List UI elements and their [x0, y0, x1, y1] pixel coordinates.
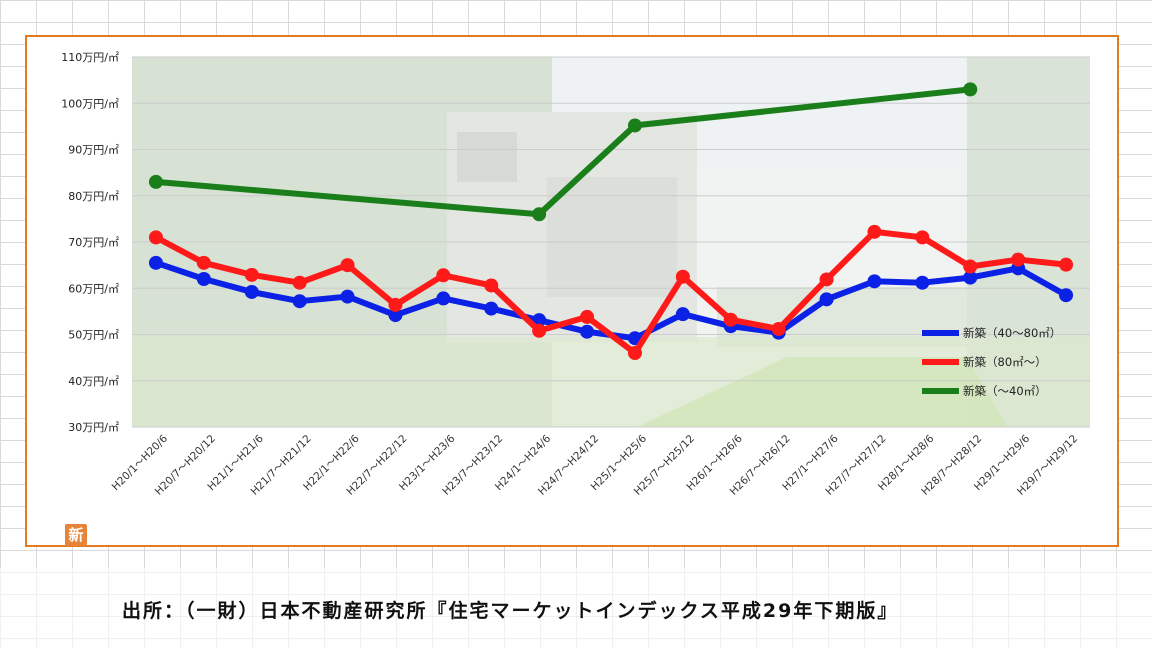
data-point [340, 258, 355, 273]
y-tick-label: 70万円/㎡ [68, 236, 119, 249]
data-point [1059, 257, 1074, 272]
y-tick-label: 50万円/㎡ [68, 329, 119, 342]
series-line [152, 228, 1070, 356]
data-point [771, 321, 786, 336]
data-point [627, 118, 642, 133]
y-tick-label: 90万円/㎡ [68, 144, 119, 157]
data-point [292, 294, 307, 309]
y-tick-label: 80万円/㎡ [68, 190, 119, 203]
data-point [532, 207, 547, 222]
data-point [963, 82, 978, 97]
y-tick-label: 100万円/㎡ [61, 97, 119, 110]
data-point [388, 308, 403, 323]
data-point [244, 284, 259, 299]
data-point [580, 309, 595, 324]
data-point [244, 267, 259, 282]
data-point [196, 272, 211, 286]
data-point [1011, 252, 1026, 267]
data-point [340, 289, 355, 304]
data-point [867, 274, 882, 289]
data-point [292, 275, 307, 290]
series-line [152, 86, 974, 218]
source-caption: 出所：（一財）日本不動産研究所『住宅マーケットインデックス平成29年下期版』 [122, 600, 899, 622]
data-point [819, 292, 834, 307]
chart-frame: 30万円/㎡ 40万円/㎡ 50万円/㎡ 60万円/㎡ 70万円/㎡ 80万円/㎡ 90万円… [25, 35, 1119, 547]
data-point [915, 230, 930, 245]
legend-label: 新築（80㎡～） [963, 355, 1047, 369]
data-point [915, 275, 930, 290]
data-point [867, 224, 882, 239]
legend-label: 新築（40～80㎡） [963, 326, 1061, 340]
y-tick-label: 110万円/㎡ [61, 51, 119, 64]
data-point [819, 272, 834, 287]
source-strip [0, 568, 1152, 648]
data-point [436, 291, 451, 306]
data-point [196, 255, 211, 270]
data-point [1059, 288, 1074, 303]
data-point [723, 312, 738, 327]
data-point [627, 331, 642, 346]
data-point [148, 174, 163, 189]
data-point [532, 323, 547, 338]
legend-label: 新築（～40㎡） [963, 384, 1047, 398]
data-point [484, 278, 499, 293]
data-point [580, 324, 595, 339]
y-tick-label: 30万円/㎡ [68, 421, 119, 434]
data-point [675, 269, 690, 284]
data-point [436, 268, 451, 283]
y-tick-label: 60万円/㎡ [68, 282, 119, 295]
data-point [388, 297, 403, 312]
data-point [675, 307, 690, 322]
data-point [484, 301, 499, 316]
data-point [148, 255, 163, 270]
badge-icon: 新 [65, 524, 87, 546]
data-point [148, 230, 163, 245]
data-point [963, 259, 978, 274]
line-chart: 30万円/㎡ 40万円/㎡ 50万円/㎡ 60万円/㎡ 70万円/㎡ 80万円/㎡ 90万円… [61, 51, 1090, 498]
data-point [627, 346, 642, 360]
data-point [963, 270, 978, 285]
y-tick-label: 40万円/㎡ [68, 375, 119, 388]
